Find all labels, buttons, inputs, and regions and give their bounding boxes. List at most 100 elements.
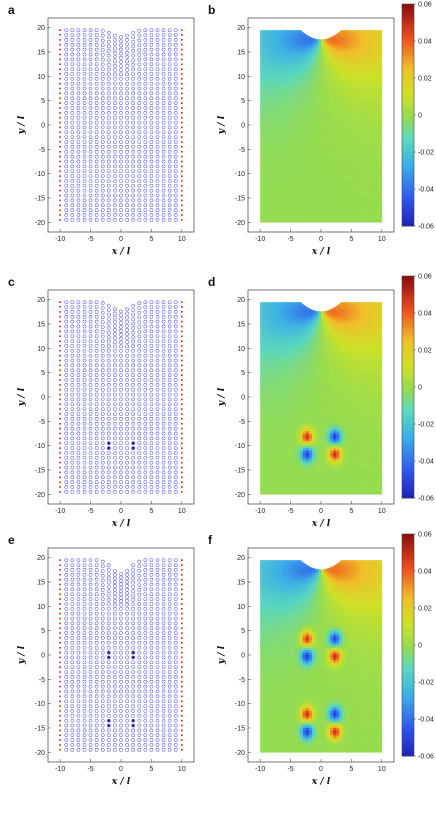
field-cell [351, 144, 355, 148]
field-cell [305, 171, 310, 174]
lattice-atom [113, 42, 117, 46]
field-cell [296, 159, 301, 162]
lattice-atom [70, 314, 75, 319]
lattice-atom [155, 417, 160, 421]
field-cell [278, 35, 282, 38]
field-cell [305, 156, 310, 160]
field-cell [275, 151, 279, 155]
field-cell [351, 35, 355, 38]
field-cell [378, 90, 383, 94]
field-cell [330, 142, 334, 145]
field-cell [266, 44, 270, 48]
field-cell [357, 193, 361, 196]
field-cell [342, 149, 346, 153]
field-cell [296, 154, 301, 157]
lattice-atom [173, 67, 178, 71]
lattice-atom [125, 68, 129, 72]
field-cell [299, 98, 304, 101]
field-cell [354, 122, 358, 126]
field-cell [269, 125, 273, 128]
field-cell [342, 168, 346, 172]
lattice-atom [161, 368, 166, 373]
field-cell [260, 161, 264, 165]
field-cell [372, 195, 377, 199]
field-cell [330, 115, 334, 119]
lattice-atom [167, 86, 172, 91]
field-cell [275, 59, 279, 63]
field-cell [378, 95, 383, 99]
field-cell [281, 95, 285, 99]
field-cell [287, 134, 291, 138]
lattice-atom [70, 358, 75, 363]
lattice-atom [167, 373, 172, 377]
field-cell [348, 47, 352, 50]
lattice-atom [70, 76, 75, 81]
field-cell [360, 54, 364, 58]
lattice-atom [131, 470, 135, 475]
field-cell [287, 197, 291, 201]
lattice-atom [82, 154, 87, 159]
boundary-atom [180, 34, 183, 37]
field-cell [311, 146, 316, 150]
field-cell [299, 122, 304, 126]
field-cell [275, 47, 279, 50]
boundary-atom [59, 184, 62, 187]
lattice-atom [137, 164, 142, 169]
field-cell [351, 149, 355, 153]
field-cell [369, 32, 374, 36]
field-cell [351, 64, 355, 67]
lattice-atom [125, 179, 129, 183]
field-cell [324, 214, 328, 218]
lattice-atom [107, 436, 111, 441]
field-cell [351, 47, 355, 50]
x-tick-label: -5 [87, 508, 93, 515]
field-cell [317, 163, 322, 167]
field-cell [305, 117, 310, 121]
field-cell [339, 59, 343, 63]
lattice-atom [167, 145, 172, 149]
field-cell [369, 107, 374, 111]
field-cell [263, 125, 267, 128]
field-cell [351, 168, 355, 172]
field-cell [299, 166, 304, 170]
field-cell [354, 207, 358, 211]
lattice-atom [82, 373, 87, 377]
field-cell [296, 185, 301, 189]
field-cell [305, 54, 310, 58]
field-cell [314, 195, 319, 199]
lattice-atom [88, 57, 93, 62]
colorbar-segment [402, 166, 414, 171]
field-cell [321, 210, 325, 213]
field-cell [378, 86, 383, 89]
field-cell [357, 47, 361, 50]
lattice-atom [94, 76, 99, 81]
lattice-atom [107, 111, 111, 115]
field-cell [336, 112, 340, 116]
field-cell [293, 171, 297, 174]
field-cell [263, 110, 267, 114]
lattice-atom [64, 397, 69, 402]
field-cell [263, 117, 267, 121]
lattice-atom [155, 101, 160, 105]
field-cell [281, 200, 285, 204]
boundary-atom [180, 209, 183, 212]
field-cell [266, 115, 270, 119]
field-cell [275, 161, 279, 165]
lattice-atom [100, 149, 105, 154]
field-cell [260, 127, 264, 131]
lattice-atom [70, 198, 75, 203]
lattice-atom [70, 218, 75, 222]
lattice-atom [125, 106, 129, 110]
lattice-atom [76, 183, 81, 188]
field-cell [293, 185, 297, 189]
lattice-atom [100, 125, 105, 130]
field-cell [287, 54, 291, 58]
field-cell [296, 161, 301, 165]
lattice-atom [64, 125, 69, 130]
lattice-atom [119, 485, 123, 489]
field-cell [269, 219, 273, 223]
boundary-atom [180, 218, 183, 221]
lattice-atom [64, 101, 69, 105]
field-cell [345, 52, 349, 55]
